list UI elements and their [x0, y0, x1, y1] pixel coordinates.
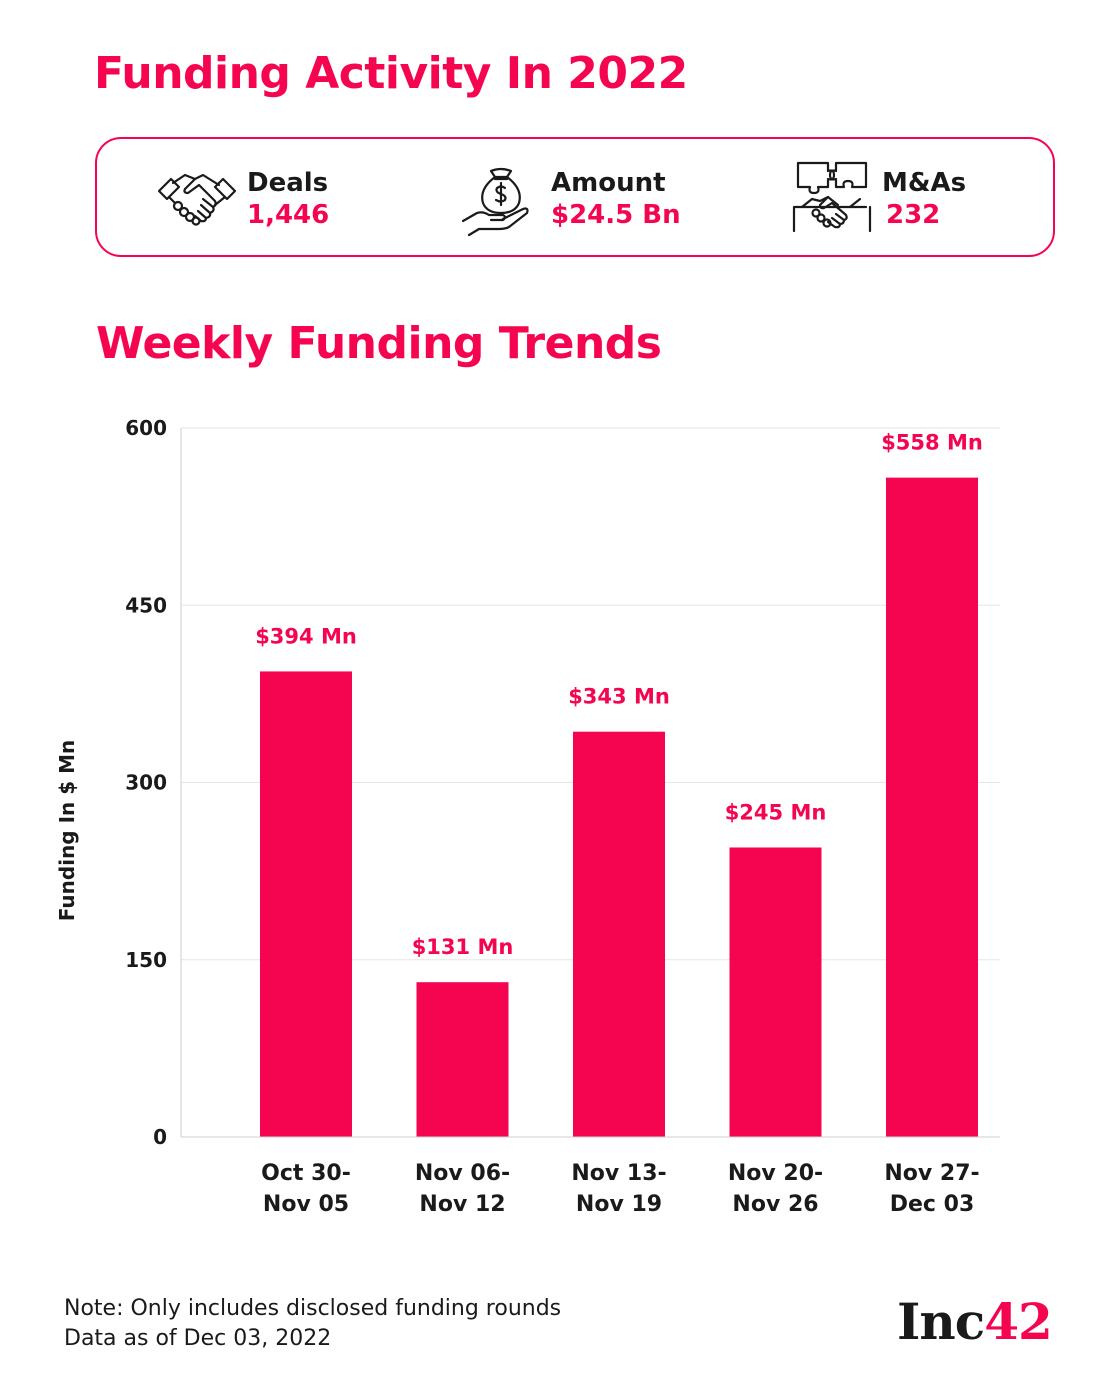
y-axis-label: Funding In $ Mn [55, 740, 79, 922]
data-label: $343 Mn [568, 685, 670, 709]
y-tick-label: 150 [125, 948, 167, 972]
chart-title: Weekly Funding Trends [96, 318, 662, 369]
y-tick-label: 300 [125, 771, 167, 795]
x-tick-label: Nov 26 [732, 1192, 818, 1217]
bar [729, 847, 822, 1137]
stat-label: Deals [247, 168, 329, 198]
handshake-icon [157, 173, 237, 226]
bar [416, 982, 509, 1137]
stat-label: M&As [882, 168, 967, 198]
x-tick-label: Nov 06- [415, 1161, 510, 1186]
footnote: Note: Only includes disclosed funding ro… [64, 1294, 561, 1354]
y-tick-label: 0 [153, 1125, 167, 1149]
x-tick-label: Dec 03 [890, 1192, 975, 1217]
puzzle-handshake-icon [792, 161, 872, 233]
data-label: $558 Mn [881, 431, 983, 455]
logo-number: 42 [984, 1292, 1053, 1351]
data-label: $245 Mn [725, 800, 827, 824]
stat-mnas: M&As 232 [790, 157, 966, 241]
note-line: Data as of Dec 03, 2022 [64, 1326, 332, 1351]
chart-bars [260, 477, 978, 1137]
page-title: Funding Activity In 2022 [94, 48, 688, 99]
stat-value: 232 [886, 200, 941, 230]
x-tick-label: Nov 12 [419, 1192, 505, 1217]
stat-label: Amount [551, 168, 666, 198]
x-tick-label: Nov 13- [571, 1161, 666, 1186]
bar [573, 731, 665, 1137]
stat-value: $24.5 Bn [551, 200, 681, 230]
y-tick-label: 450 [125, 593, 167, 617]
stat-deals: Deals 1,446 [155, 157, 329, 241]
bar [886, 477, 978, 1137]
x-tick-label: Nov 27- [884, 1161, 979, 1186]
x-tick-label: Nov 05 [263, 1192, 349, 1217]
data-labels: $394 Mn $131 Mn $343 Mn $245 Mn $558 Mn [255, 431, 983, 960]
logo-text: Inc [897, 1292, 985, 1351]
data-label: $131 Mn [412, 935, 514, 959]
x-tick-label: Oct 30- [261, 1161, 351, 1186]
stats-card: Deals 1,446 Amount $24.5 Bn [95, 137, 1055, 257]
x-tick-label: Nov 19 [576, 1192, 662, 1217]
stat-amount: Amount $24.5 Bn [459, 157, 681, 241]
x-axis-ticks: Oct 30- Nov 05 Nov 06- Nov 12 Nov 13- Nov 19 N… [261, 1161, 979, 1217]
y-tick-label: 600 [125, 416, 167, 440]
y-axis-ticks: 0 150 300 450 600 [125, 416, 167, 1149]
note-line: Note: Only includes disclosed funding ro… [64, 1296, 562, 1321]
bar [260, 671, 352, 1137]
money-bag-hand-icon [461, 167, 529, 237]
brand-logo: Inc42 [897, 1292, 1053, 1351]
x-tick-label: Nov 20- [728, 1161, 823, 1186]
data-label: $394 Mn [255, 624, 357, 648]
stat-value: 1,446 [247, 200, 330, 230]
